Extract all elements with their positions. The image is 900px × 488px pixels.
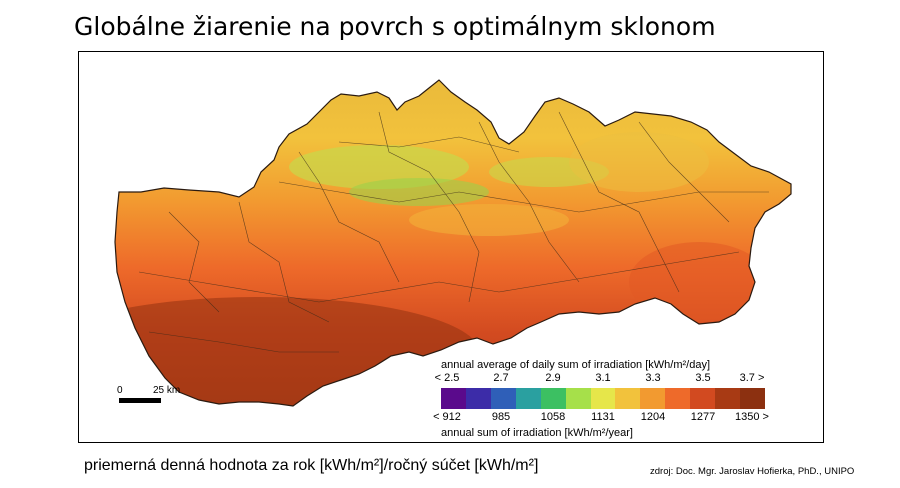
legend-swatch <box>465 388 491 409</box>
legend-top-title: annual average of daily sum of irradiati… <box>441 359 711 371</box>
legend-swatch <box>515 388 541 409</box>
legend-top-tick: 3.7 > <box>739 372 765 384</box>
legend-swatch <box>590 388 616 409</box>
legend-bottom-tick: < 912 <box>433 411 461 423</box>
scale-end-label: 25 km <box>153 385 181 396</box>
legend-top-tick: 3.1 <box>595 372 611 384</box>
scale-line-base <box>119 402 161 403</box>
legend-swatch <box>615 388 641 409</box>
scale-line <box>119 398 161 402</box>
legend-bottom-tick: 985 <box>491 411 511 423</box>
caption: priemerná denná hodnota za rok [kWh/m²]/… <box>84 457 539 474</box>
legend-top-tick: 2.9 <box>545 372 561 384</box>
legend-bottom-tick: 1350 > <box>735 411 769 423</box>
legend-swatch <box>715 388 741 409</box>
scale-start-label: 0 <box>117 385 123 396</box>
legend-swatch <box>565 388 591 409</box>
legend-bottom-tick: 1058 <box>540 411 566 423</box>
legend-top-tick: 3.5 <box>695 372 711 384</box>
legend: annual average of daily sum of irradiati… <box>433 352 771 442</box>
legend-bottom-tick: 1131 <box>591 411 615 423</box>
legend-top-tick: 2.7 <box>493 372 509 384</box>
legend-bottom-tick: 1204 <box>640 411 666 423</box>
map-title: Globálne žiarenie na povrch s optimálnym… <box>74 12 716 41</box>
legend-bottom-tick: 1277 <box>690 411 716 423</box>
legend-top-tick: < 2.5 <box>434 372 460 384</box>
legend-swatch <box>441 388 466 409</box>
legend-color-ramp <box>441 388 765 409</box>
legend-swatch <box>490 388 516 409</box>
map-frame: 0 25 km annual average of daily sum of i… <box>78 51 824 443</box>
legend-swatch <box>540 388 566 409</box>
legend-swatch <box>665 388 691 409</box>
legend-top-tick: 3.3 <box>645 372 661 384</box>
legend-swatch <box>690 388 716 409</box>
legend-bottom-title: annual sum of irradiation [kWh/m²/year] <box>441 427 633 439</box>
scale-bar: 0 25 km <box>117 385 207 409</box>
source-credit: zdroj: Doc. Mgr. Jaroslav Hofierka, PhD.… <box>650 466 855 477</box>
slovakia-irradiation-map <box>114 79 792 407</box>
legend-swatch <box>640 388 666 409</box>
legend-swatch <box>740 388 765 409</box>
